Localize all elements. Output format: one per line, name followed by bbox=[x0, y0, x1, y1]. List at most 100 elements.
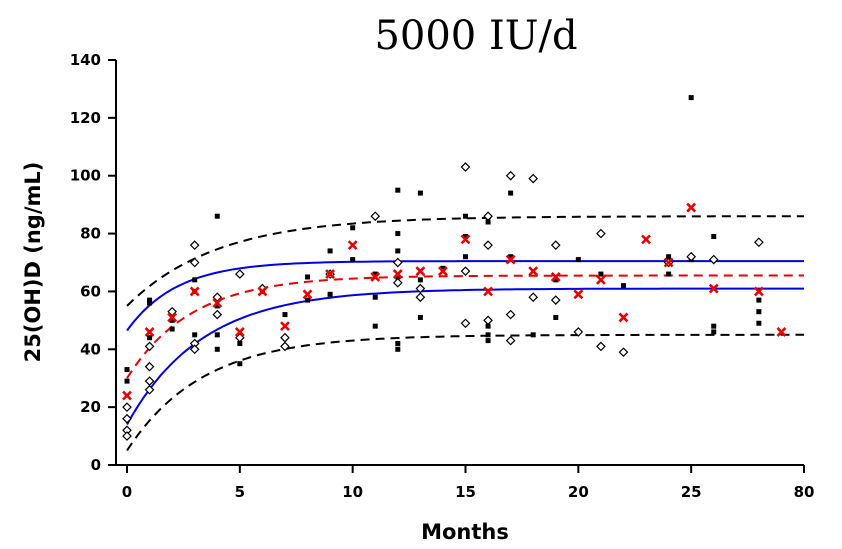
data-point-filled bbox=[214, 213, 220, 219]
mean-marker bbox=[325, 269, 336, 279]
data-point-filled bbox=[372, 294, 378, 300]
x-tick-label: 0 bbox=[122, 483, 132, 501]
data-point-filled bbox=[756, 309, 762, 315]
mean-marker bbox=[144, 327, 155, 337]
y-ticks: 0 20 40 60 80 100 120 140 bbox=[70, 51, 116, 474]
data-point-filled bbox=[327, 248, 333, 254]
data-point-filled bbox=[508, 190, 514, 196]
data-point-open bbox=[392, 257, 403, 268]
data-point-open bbox=[280, 332, 290, 343]
data-point-filled bbox=[372, 323, 378, 329]
mean-marker bbox=[641, 234, 651, 245]
mean-marker bbox=[415, 266, 426, 277]
data-point-open bbox=[483, 315, 493, 326]
data-point-open bbox=[122, 431, 132, 441]
y-tick-label: 100 bbox=[70, 167, 101, 185]
data-point-open bbox=[144, 384, 155, 395]
data-point-filled bbox=[350, 257, 356, 263]
data-point-filled bbox=[463, 254, 468, 260]
y-tick-label: 40 bbox=[80, 340, 101, 358]
data-point-filled bbox=[124, 378, 130, 384]
data-point-open bbox=[754, 237, 764, 248]
data-point-filled bbox=[350, 225, 356, 231]
x-tick-label: 5 bbox=[235, 483, 245, 501]
mean-marker bbox=[708, 283, 719, 294]
data-point-filled bbox=[485, 219, 491, 225]
data-point-open bbox=[550, 240, 561, 250]
mean-marker bbox=[460, 234, 471, 245]
x-axis-label: Months bbox=[421, 520, 509, 544]
data-point-filled bbox=[463, 233, 468, 239]
data-point-filled bbox=[485, 332, 491, 338]
x-tick-label: 25 bbox=[681, 483, 702, 501]
data-point-open bbox=[392, 277, 403, 288]
data-point-open bbox=[483, 211, 493, 222]
data-point-filled bbox=[169, 317, 175, 323]
data-point-filled bbox=[756, 297, 762, 303]
data-point-open bbox=[144, 361, 155, 372]
chart-title: 5000 IU/d bbox=[374, 13, 577, 59]
mean-marker bbox=[595, 274, 606, 285]
y-tick-label: 20 bbox=[80, 398, 101, 416]
y-axis-label: 25(OH)D (ng/mL) bbox=[21, 162, 45, 363]
mean-marker bbox=[686, 202, 697, 213]
data-point-filled bbox=[417, 190, 423, 196]
data-point-filled bbox=[214, 303, 220, 309]
data-point-open bbox=[460, 162, 471, 172]
data-point-open bbox=[686, 251, 697, 262]
data-point-filled bbox=[485, 323, 491, 329]
x-tick-label: 10 bbox=[342, 483, 363, 501]
data-point-open bbox=[234, 269, 245, 279]
mean-marker bbox=[234, 327, 245, 337]
data-point-filled bbox=[192, 332, 198, 338]
data-point-open bbox=[550, 295, 561, 305]
data-point-filled bbox=[417, 277, 423, 283]
mean-marker bbox=[483, 286, 493, 297]
data-point-filled bbox=[395, 274, 401, 280]
data-point-open bbox=[618, 347, 629, 358]
data-point-filled bbox=[711, 233, 717, 239]
data-point-filled bbox=[282, 312, 288, 318]
data-point-filled bbox=[147, 335, 153, 341]
x-tick-label: 15 bbox=[455, 483, 476, 501]
data-point-filled bbox=[214, 346, 220, 352]
data-point-filled bbox=[327, 291, 333, 297]
data-point-filled bbox=[305, 297, 311, 303]
data-point-open bbox=[460, 318, 471, 329]
data-point-open bbox=[189, 240, 200, 250]
mean-marker bbox=[392, 269, 403, 279]
y-tick-label: 80 bbox=[80, 225, 101, 243]
data-point-open bbox=[505, 170, 516, 181]
data-point-filled bbox=[237, 341, 243, 346]
mean-marker bbox=[663, 257, 674, 268]
x-tick-label: 80 bbox=[794, 483, 815, 501]
data-point-open bbox=[483, 240, 493, 250]
y-tick-label: 60 bbox=[80, 282, 101, 300]
mean-marker bbox=[212, 298, 223, 308]
mean-marker bbox=[370, 272, 381, 282]
mean-marker bbox=[618, 312, 629, 323]
data-point-filled bbox=[169, 326, 175, 332]
data-point-filled bbox=[688, 95, 694, 101]
data-point-open bbox=[460, 266, 471, 277]
data-point-open bbox=[122, 413, 132, 424]
data-point-filled bbox=[598, 271, 604, 277]
data-point-open bbox=[596, 341, 606, 352]
data-point-open bbox=[708, 254, 719, 265]
mean-marker bbox=[505, 254, 516, 265]
data-point-filled bbox=[395, 248, 401, 254]
data-point-filled bbox=[553, 314, 559, 320]
data-point-filled bbox=[553, 277, 559, 283]
mean-marker bbox=[573, 289, 584, 300]
data-point-filled bbox=[666, 254, 672, 260]
data-point-open bbox=[189, 344, 200, 355]
data-point-filled bbox=[463, 213, 468, 219]
fit-curves bbox=[126, 215, 804, 452]
data-point-filled bbox=[192, 277, 198, 283]
data-point-open bbox=[415, 292, 426, 303]
data-point-filled bbox=[147, 297, 153, 303]
x-ticks: 0 5 10 15 20 25 80 bbox=[122, 465, 815, 501]
mean-marker bbox=[122, 390, 132, 401]
data-point-filled bbox=[508, 254, 514, 260]
